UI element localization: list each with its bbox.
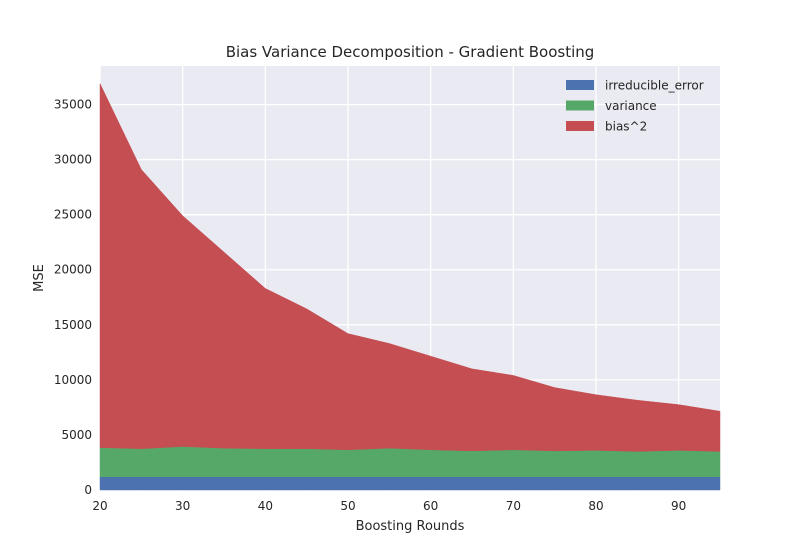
y-tick-label: 15000 [54, 318, 92, 332]
x-tick-label: 80 [588, 499, 603, 513]
y-tick-label: 25000 [54, 208, 92, 222]
x-tick-labels: 20 30 40 50 60 70 80 90 [92, 499, 686, 513]
y-tick-labels: 0 5000 10000 15000 20000 25000 30000 35000 [54, 98, 92, 497]
x-tick-label: 40 [258, 499, 273, 513]
y-tick-label: 35000 [54, 98, 92, 112]
legend-label: bias^2 [605, 120, 647, 134]
legend: irreducible_error variance bias^2 [566, 79, 704, 134]
y-axis-label: MSE [32, 264, 47, 292]
area-irreducible-error [99, 476, 721, 491]
y-tick-label: 20000 [54, 263, 92, 277]
chart-title: Bias Variance Decomposition - Gradient B… [226, 43, 595, 61]
x-tick-label: 90 [671, 499, 686, 513]
y-tick-label: 5000 [61, 428, 92, 442]
area-bias-2 [99, 83, 721, 452]
legend-swatch [566, 80, 594, 90]
x-axis-label: Boosting Rounds [356, 519, 465, 534]
legend-label: variance [605, 99, 657, 113]
area-series [99, 83, 721, 491]
x-tick-label: 50 [340, 499, 355, 513]
y-tick-label: 0 [84, 483, 92, 497]
legend-swatch [566, 121, 594, 131]
y-tick-label: 10000 [54, 373, 92, 387]
x-tick-label: 60 [423, 499, 438, 513]
x-tick-label: 30 [175, 499, 190, 513]
legend-swatch [566, 100, 594, 111]
legend-label: irreducible_error [605, 79, 704, 93]
y-tick-label: 30000 [54, 153, 92, 167]
x-tick-label: 20 [92, 499, 107, 513]
x-tick-label: 70 [506, 499, 521, 513]
